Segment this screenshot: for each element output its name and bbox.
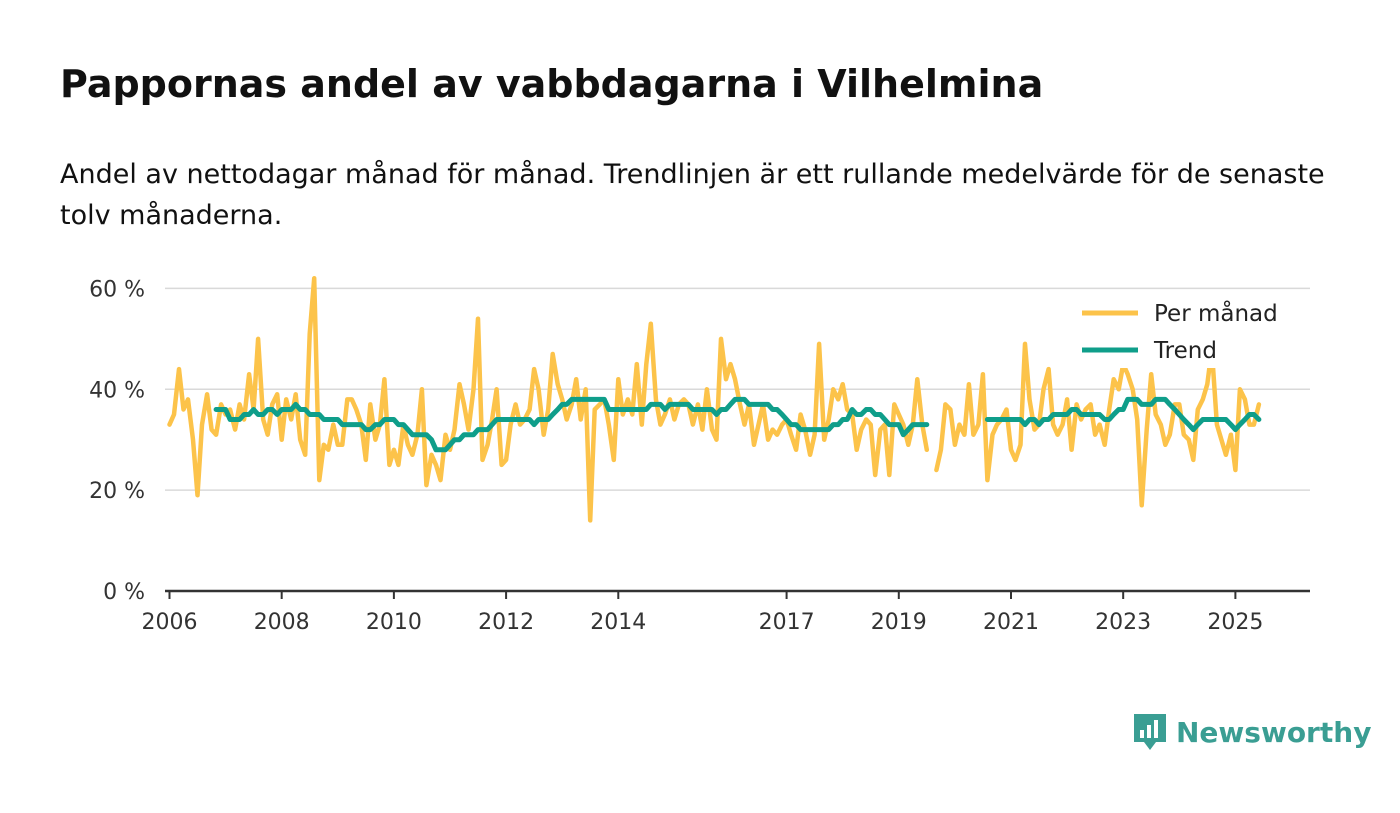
chart-subtitle: Andel av nettodagar månad för månad. Tre… xyxy=(60,159,1325,231)
legend-background xyxy=(1072,296,1294,368)
chart-title: Pappornas andel av vabbdagarna i Vilhelm… xyxy=(60,62,1044,106)
x-tick-label: 2014 xyxy=(590,610,646,635)
series-line-trend xyxy=(213,396,1262,453)
legend-label-trend: Trend xyxy=(1153,338,1217,364)
legend-label-per-manad: Per månad xyxy=(1154,299,1278,327)
y-tick-label: 0 % xyxy=(103,580,145,605)
x-tick-label: 2010 xyxy=(366,610,422,635)
x-axis-tick-labels: 2006 2008 2010 2012 2014 2017 2019 2021 2023 2025 xyxy=(141,591,1263,635)
x-tick-label: 2012 xyxy=(478,610,534,635)
x-tick-label: 2006 xyxy=(141,610,197,635)
y-tick-label: 60 % xyxy=(89,277,145,302)
x-tick-label: 2021 xyxy=(983,610,1039,635)
x-tick-label: 2008 xyxy=(254,610,310,635)
x-tick-label: 2017 xyxy=(759,610,815,635)
y-tick-label: 40 % xyxy=(89,378,145,403)
brand-logo: Newsworthy xyxy=(1132,712,1371,752)
legend: Per månad Trend xyxy=(1072,296,1294,368)
y-axis-tick-labels: 0 % 20 % 40 % 60 % xyxy=(89,277,145,605)
x-tick-label: 2019 xyxy=(871,610,927,635)
y-tick-label: 20 % xyxy=(89,479,145,504)
x-tick-label: 2025 xyxy=(1207,610,1263,635)
series-line-per-manad xyxy=(167,276,1262,523)
x-tick-label: 2023 xyxy=(1095,610,1151,635)
brand-name: Newsworthy xyxy=(1176,715,1372,749)
series-lines xyxy=(167,276,1262,523)
line-chart: 0 % 20 % 40 % 60 % 2006 2008 2010 2012 2014 2017… xyxy=(89,276,1310,635)
newsworthy-logo-icon xyxy=(1134,714,1166,750)
